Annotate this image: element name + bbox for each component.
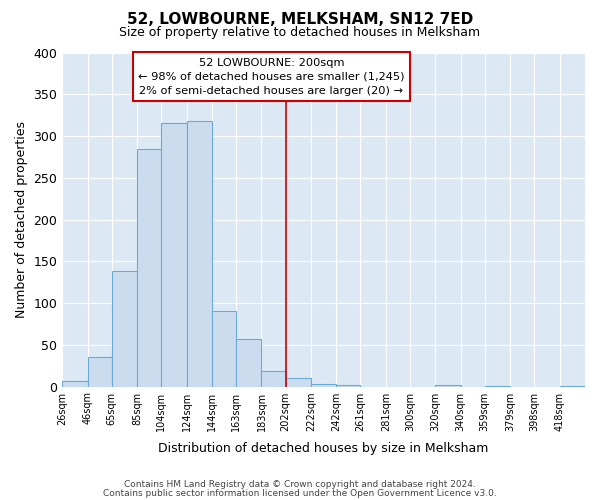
Text: Size of property relative to detached houses in Melksham: Size of property relative to detached ho… (119, 26, 481, 39)
Bar (112, 272, 137, 386)
Bar (161, 124, 187, 386)
Bar (137, 150, 161, 386)
Bar (435, 385, 461, 386)
Bar (236, 339, 262, 386)
Bar (88, 358, 112, 386)
X-axis label: Distribution of detached houses by size in Melksham: Distribution of detached houses by size … (158, 442, 489, 455)
Bar (286, 378, 311, 386)
Bar (212, 310, 236, 386)
Bar (311, 384, 337, 386)
Text: 52, LOWBOURNE, MELKSHAM, SN12 7ED: 52, LOWBOURNE, MELKSHAM, SN12 7ED (127, 12, 473, 28)
Text: Contains public sector information licensed under the Open Government Licence v3: Contains public sector information licen… (103, 489, 497, 498)
Text: 52 LOWBOURNE: 200sqm
← 98% of detached houses are smaller (1,245)
2% of semi-det: 52 LOWBOURNE: 200sqm ← 98% of detached h… (138, 58, 404, 96)
Bar (262, 372, 286, 386)
Y-axis label: Number of detached properties: Number of detached properties (15, 121, 28, 318)
Bar (62, 380, 88, 386)
Text: Contains HM Land Registry data © Crown copyright and database right 2024.: Contains HM Land Registry data © Crown c… (124, 480, 476, 489)
Bar (337, 385, 361, 386)
Bar (187, 121, 212, 386)
